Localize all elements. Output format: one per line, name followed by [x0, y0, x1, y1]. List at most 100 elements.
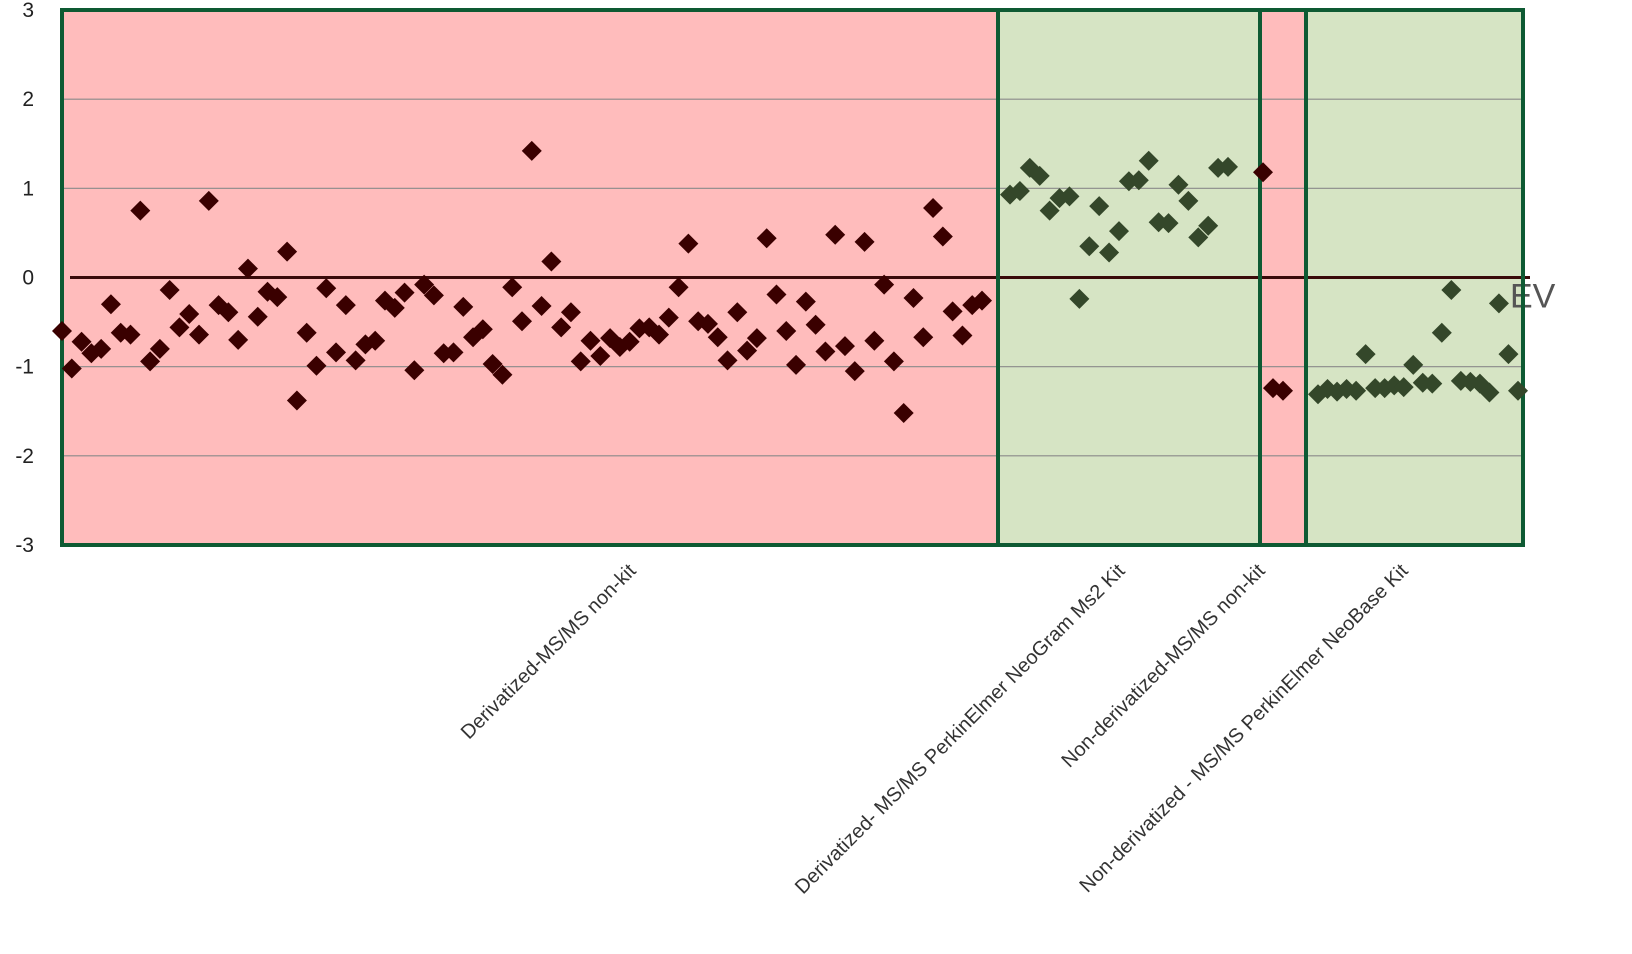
data-point — [306, 355, 327, 376]
data-point — [443, 342, 464, 363]
data-point — [766, 284, 787, 305]
data-point — [61, 358, 82, 379]
data-point — [815, 341, 836, 362]
data-point — [1431, 322, 1452, 343]
data-point — [472, 319, 493, 340]
data-point — [521, 140, 542, 161]
data-point — [218, 302, 239, 323]
data-point — [140, 351, 161, 372]
data-point — [169, 317, 190, 338]
data-point — [795, 291, 816, 312]
data-point — [942, 301, 963, 322]
data-point — [1029, 165, 1050, 186]
data-point — [71, 331, 92, 352]
data-point — [717, 350, 738, 371]
data-point — [1403, 354, 1424, 375]
data-point — [482, 353, 503, 374]
data-point — [316, 278, 337, 299]
data-point — [580, 330, 601, 351]
group-labels: Derivatized-MS/MS non-kit Derivatized- MS… — [457, 560, 1413, 899]
y-tick-label: -2 — [15, 445, 34, 468]
data-point — [120, 324, 141, 345]
data-point — [737, 340, 758, 361]
data-point — [805, 314, 826, 335]
y-tick-label: 3 — [22, 0, 34, 22]
data-point — [189, 324, 210, 345]
data-point — [296, 322, 317, 343]
data-point — [384, 297, 405, 318]
data-point — [570, 351, 591, 372]
data-point — [326, 342, 347, 363]
data-point — [864, 330, 885, 351]
ev-label: EV — [1510, 278, 1556, 316]
data-point — [1479, 382, 1500, 403]
group-label: Non-derivatized - MS/MS PerkinElmer NeoB… — [1076, 560, 1413, 897]
data-point — [668, 277, 689, 298]
data-point — [913, 327, 934, 348]
group-label: Derivatized-MS/MS non-kit — [457, 560, 641, 744]
data-point — [560, 302, 581, 323]
y-axis-ticks: 3 2 1 0 -1 -2 -3 — [15, 0, 34, 557]
data-point — [1422, 373, 1443, 394]
data-point — [1488, 293, 1509, 314]
data-point — [776, 321, 797, 341]
data-point — [551, 317, 572, 338]
data-point — [1069, 288, 1090, 309]
data-point — [1039, 200, 1060, 221]
data-point — [179, 304, 200, 325]
data-point — [1218, 156, 1238, 177]
data-point — [1079, 236, 1100, 257]
data-point — [100, 294, 121, 315]
data-point — [952, 325, 973, 346]
data-point — [247, 306, 268, 327]
data-point — [1138, 150, 1159, 171]
data-point — [130, 200, 151, 221]
data-point — [502, 277, 523, 298]
data-point — [707, 327, 728, 348]
data-point — [727, 302, 748, 323]
data-point — [756, 228, 777, 249]
data-point — [198, 190, 219, 211]
group-borders — [60, 8, 1525, 547]
data-point — [1128, 170, 1149, 191]
data-point — [91, 338, 112, 359]
data-point — [1498, 344, 1519, 365]
data-point — [453, 296, 474, 317]
data-point — [345, 350, 366, 371]
data-point — [159, 279, 180, 300]
data-point — [1346, 380, 1367, 401]
data-point — [394, 282, 415, 303]
data-point — [52, 321, 72, 341]
data-point — [746, 328, 767, 349]
data-point — [1109, 221, 1129, 242]
data-point — [972, 290, 992, 311]
data-points — [52, 140, 1528, 424]
reference-line-group: EV — [70, 276, 1556, 316]
data-point — [874, 274, 895, 295]
data-point — [619, 331, 640, 352]
data-point — [228, 329, 249, 350]
data-point — [267, 287, 288, 308]
data-point — [1188, 227, 1209, 248]
data-point — [1009, 181, 1030, 202]
data-point — [512, 311, 532, 332]
y-tick-label: 2 — [22, 88, 34, 111]
data-point — [1273, 380, 1293, 401]
data-point — [531, 296, 552, 317]
data-point — [658, 307, 679, 328]
data-point — [844, 361, 865, 382]
data-point — [854, 231, 875, 252]
y-tick-label: 0 — [22, 267, 34, 290]
data-point — [649, 324, 670, 345]
data-point — [932, 226, 953, 247]
data-point — [786, 354, 807, 375]
data-point — [1508, 380, 1528, 401]
data-point — [423, 285, 444, 306]
data-point — [1158, 213, 1179, 234]
data-point — [825, 224, 846, 245]
y-tick-label: -1 — [15, 356, 34, 379]
data-point — [678, 233, 699, 254]
group-border-4 — [1304, 8, 1525, 547]
group-label: Derivatized- MS/MS PerkinElmer NeoGram M… — [791, 560, 1130, 899]
